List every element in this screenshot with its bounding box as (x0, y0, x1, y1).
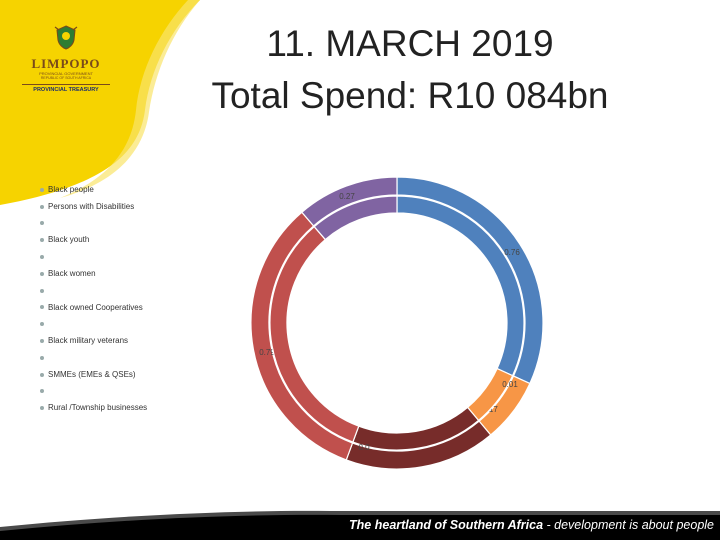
yellow-swoosh-shape (0, 0, 200, 205)
inner-ring-segment-purple (313, 195, 398, 241)
coat-of-arms-icon (54, 25, 78, 50)
legend-item-label: SMMEs (EMEs & QSEs) (48, 369, 136, 379)
legend-item-label: Black people (48, 185, 94, 194)
footer-black (0, 514, 720, 540)
logo-brand: LIMPOPO (31, 56, 101, 71)
legend-item: Black women (40, 269, 96, 278)
legend-item (40, 319, 48, 328)
legend-item: Persons with Disabilities (40, 202, 134, 211)
logo-department: PROVINCIAL TREASURY (22, 84, 110, 93)
legend-bullet-icon (40, 322, 44, 327)
yellow-swoosh-highlight (60, 0, 200, 198)
legend-bullet-icon (40, 372, 44, 377)
logo-subtitle-2: REPUBLIC OF SOUTH AFRICA (40, 76, 92, 80)
legend-bullet-icon (40, 406, 44, 411)
legend-bullet-icon (40, 221, 44, 226)
outer-data-label: 0.79 (259, 348, 275, 357)
legend-item-label: Persons with Disabilities (48, 201, 135, 211)
footer-tagline: The heartland of Southern Africa - devel… (349, 518, 714, 532)
outer-data-label: 0.76 (504, 248, 520, 257)
title-line-2: Total Spend: R10 084bn (211, 75, 609, 116)
legend-item (40, 252, 48, 261)
legend-bullet-icon (40, 339, 44, 344)
legend-item-label: Rural /Township businesses (48, 403, 148, 413)
legend-item (40, 286, 48, 295)
legend-item (40, 387, 48, 396)
legend-bullet-icon (40, 238, 44, 243)
legend-bullet-icon (40, 305, 44, 310)
limpopo-logo: LIMPOPO PROVINCIAL GOVERNMENT REPUBLIC O… (22, 24, 110, 93)
legend-item-label: Black youth (48, 235, 90, 245)
legend-bullet-icon (40, 355, 44, 360)
inner-data-label: 0.01 (502, 380, 518, 389)
inner-ring-segment-blue (396, 195, 525, 377)
inner-data-label: 0.0 (358, 443, 370, 452)
legend-item: SMMEs (EMEs & QSEs) (40, 370, 136, 379)
slide-title: 11. MARCH 2019 Total Spend: R10 084bn (130, 18, 690, 122)
legend-item: Black youth (40, 235, 89, 244)
legend-item: Black people (40, 185, 94, 194)
legend-item (40, 219, 48, 228)
legend-item-label: Black women (48, 269, 96, 278)
legend-bullet-icon (40, 187, 44, 192)
outer-data-label: 0.27 (339, 192, 355, 201)
legend-bullet-icon (40, 389, 44, 394)
legend-item: Black military veterans (40, 336, 128, 345)
legend-bullet-icon (40, 288, 44, 293)
legend-bullet-icon (40, 271, 44, 276)
footer-band (0, 510, 720, 540)
legend-item-label: Black owned Cooperatives (48, 302, 143, 312)
legend-item-label: Black military veterans (48, 336, 129, 346)
footer-tagline-rest: - development is about people (543, 518, 714, 532)
title-line-1: 11. MARCH 2019 (266, 23, 554, 64)
outer-ring-segment-purple (301, 176, 398, 227)
logo-subtitle: PROVINCIAL GOVERNMENT (39, 71, 93, 76)
legend-item: Black owned Cooperatives (40, 303, 143, 312)
footer-tagline-bold: The heartland of Southern Africa (349, 518, 544, 532)
legend-bullet-icon (40, 255, 44, 260)
legend-item (40, 353, 48, 362)
legend-bullet-icon (40, 204, 44, 209)
legend-item: Rural /Township businesses (40, 403, 147, 412)
